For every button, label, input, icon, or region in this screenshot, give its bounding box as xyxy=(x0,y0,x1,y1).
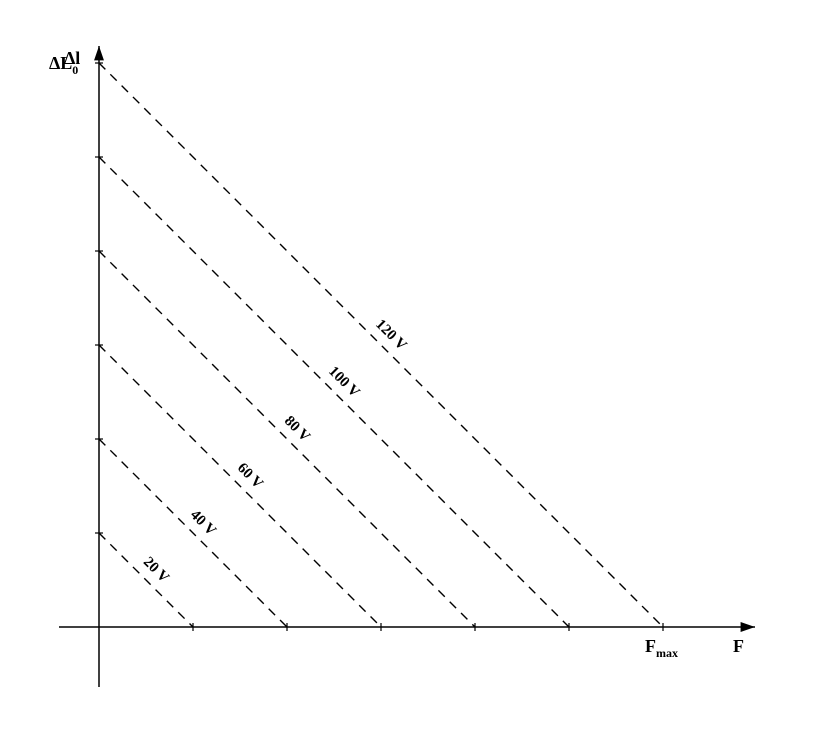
y-axis-arrow xyxy=(94,46,104,60)
isoline-chart: 20 V40 V60 V80 V100 V120 VΔlΔL0FFmax xyxy=(0,0,820,737)
iso-line xyxy=(99,439,287,627)
iso-line-label: 60 V xyxy=(234,460,266,492)
x-axis-arrow xyxy=(741,622,755,632)
iso-line-label: 20 V xyxy=(140,554,172,586)
iso-line-label: 40 V xyxy=(187,507,219,539)
iso-line xyxy=(99,533,193,627)
iso-line-label: 120 V xyxy=(372,316,409,353)
iso-line xyxy=(99,157,569,627)
iso-line xyxy=(99,63,663,627)
iso-line-label: 100 V xyxy=(325,363,362,400)
x-axis-label: F xyxy=(733,636,744,656)
x-tick-label-fmax: Fmax xyxy=(645,636,678,660)
iso-line-label: 80 V xyxy=(281,413,313,445)
